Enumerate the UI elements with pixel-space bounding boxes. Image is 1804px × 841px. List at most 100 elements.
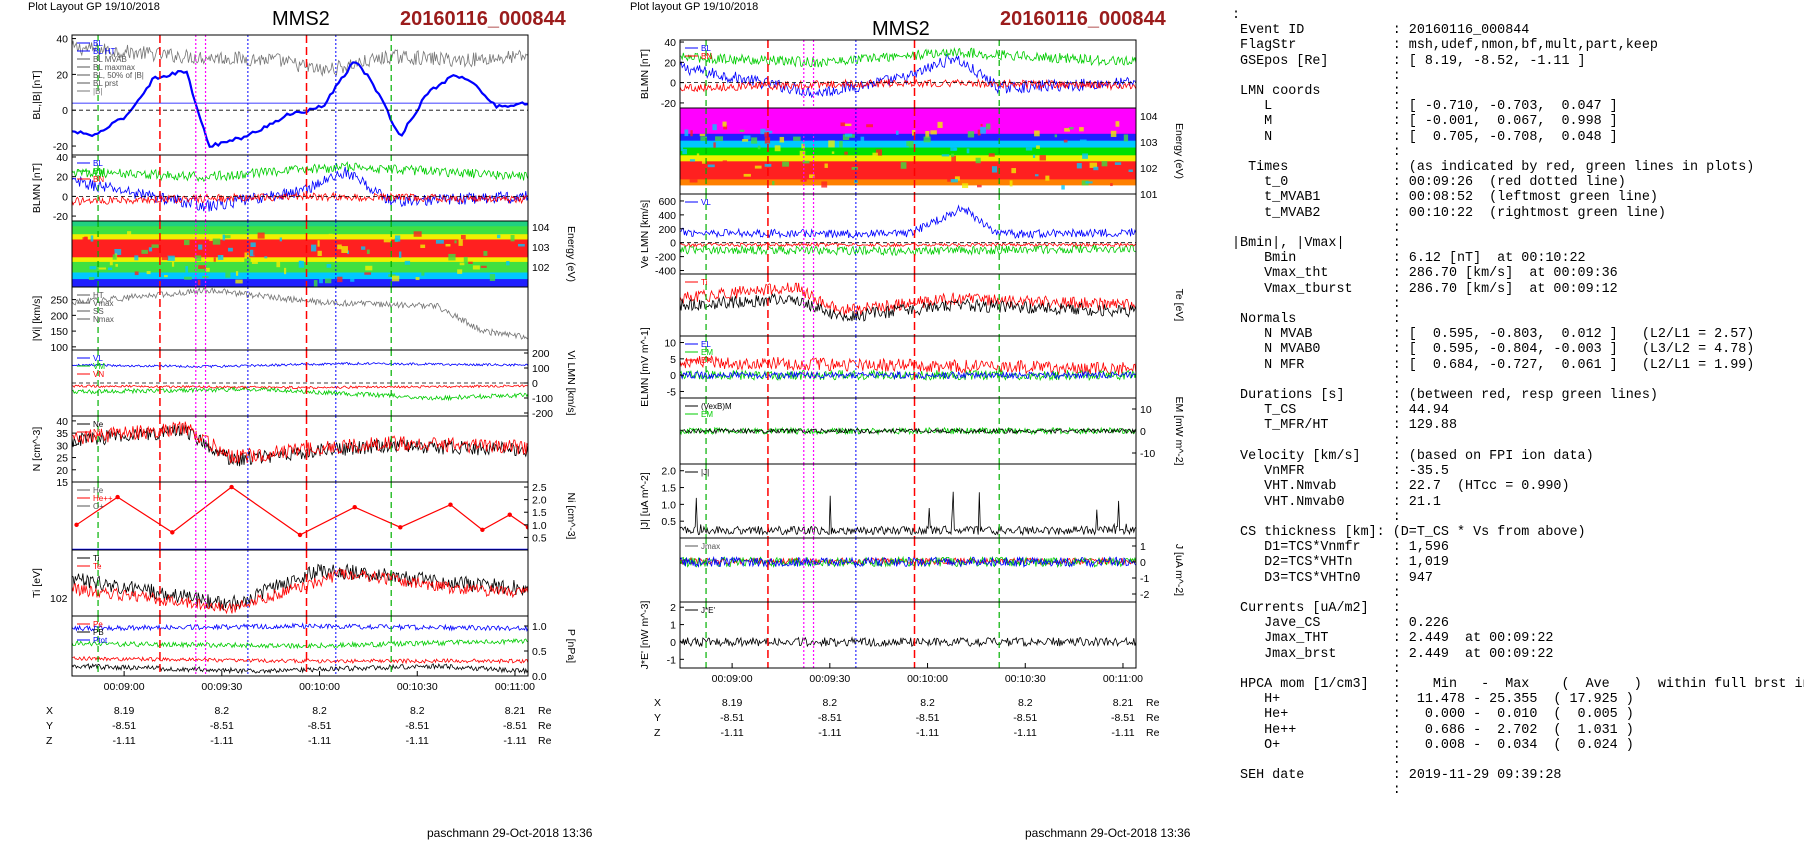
panel-content (72, 287, 528, 350)
y-tick-label: 10 (1140, 404, 1152, 416)
legend-label: |B| (93, 87, 103, 96)
y-tick-label: 2 (670, 602, 676, 614)
spectrogram-patch (323, 240, 327, 247)
spectrogram-patch (454, 240, 457, 244)
position-row-label: Y (654, 712, 661, 724)
spectrogram-patch (98, 267, 107, 270)
spectrogram-patch (134, 255, 139, 261)
left-title: MMS2 (272, 8, 330, 30)
spectrogram-patch (184, 276, 192, 280)
spectrogram-patch (227, 244, 231, 251)
y-tick-label: 0 (670, 370, 676, 382)
left-footer: paschmann 29-Oct-2018 13:36 (427, 826, 593, 840)
spectrogram-patch (231, 252, 238, 256)
spectrogram-patch (851, 167, 858, 170)
spectrogram-patch (980, 123, 983, 127)
spectrogram-patch (404, 260, 411, 265)
info-line: D1=TCS*Vnmfr : 1,596 (1232, 540, 1449, 556)
spectrogram-patch (383, 239, 392, 243)
spectrogram-patch (198, 265, 206, 269)
legend-label: Ti (93, 554, 100, 563)
series-line (76, 486, 528, 536)
position-value: -1.11 (1014, 727, 1037, 739)
spectrogram-patch (842, 134, 850, 140)
position-value: 8.21 (1113, 697, 1134, 709)
spectrogram-patch (1081, 180, 1089, 186)
y-tick-label: 40 (56, 34, 68, 46)
y-tick-label: 200 (50, 310, 68, 322)
middle-title: MMS2 (872, 18, 930, 40)
spectrogram-patch (337, 244, 342, 250)
spectrogram-patch (696, 153, 700, 158)
spectrogram-patch (88, 277, 95, 280)
data-point (170, 530, 175, 535)
legend-label: BN (701, 52, 712, 61)
panel-content (680, 398, 1136, 464)
series-line (680, 636, 1136, 648)
spectrogram-patch (480, 265, 487, 268)
info-line: : (1232, 372, 1401, 388)
spectrogram-patch (1032, 154, 1036, 158)
spectrogram-patch (742, 139, 749, 142)
panel-3: Te [eV] Ti (679, 273, 1185, 337)
spectrogram-patch (684, 129, 689, 137)
spectrogram-patch (298, 260, 305, 268)
y-tick-label: 0.5 (532, 532, 547, 544)
spectrogram-band (680, 133, 1136, 142)
y-tick-label: 104 (1140, 111, 1158, 123)
position-value: -1.11 (503, 735, 526, 747)
spectrogram-patch (896, 130, 899, 135)
spectrogram-patch (701, 157, 706, 164)
panel-1: 104 103 102 101 Energy (eV) (679, 107, 1185, 201)
legend-label: BL HT (93, 47, 115, 56)
spectrogram-patch (280, 247, 287, 251)
spectrogram-patch (1063, 139, 1068, 143)
spectrogram-patch (793, 136, 801, 141)
spectrogram-patch (872, 152, 878, 157)
spectrogram-patch (1068, 127, 1074, 130)
info-line: : (1232, 752, 1401, 768)
y-tick-label: 1 (1140, 541, 1146, 553)
spectrogram-patch (99, 248, 108, 255)
spectrogram-patch (722, 121, 727, 127)
legend-label: J*E' (701, 606, 715, 615)
legend-label: Vmax (93, 299, 113, 308)
info-line: CS thickness [km]: (D=T_CS * Vs from abo… (1232, 524, 1586, 540)
spectrogram-patch (985, 123, 991, 130)
info-line: : (1232, 8, 1241, 23)
y-tick-label: 25 (56, 453, 68, 465)
panel-content (72, 350, 528, 416)
spectrogram-patch (420, 244, 426, 249)
spectrogram-patch (751, 137, 758, 144)
series-line (680, 354, 1136, 376)
spectrogram-patch (840, 122, 846, 127)
y-tick-label: 0 (670, 78, 676, 90)
event-info-panel: : Event ID : 20160116_000844 FlagStr : m… (1232, 8, 1804, 799)
y-tick-label: 20 (56, 465, 68, 477)
series-line (72, 361, 528, 369)
spectrogram-patch (460, 234, 466, 240)
spectrogram-patch (977, 184, 982, 188)
spectrogram-patch (682, 165, 691, 172)
spectrogram-patch (217, 255, 224, 260)
spectrogram-patch (801, 143, 805, 149)
position-value: -8.51 (720, 712, 744, 724)
spectrogram-patch (782, 161, 789, 167)
y-tick-label: 40 (56, 416, 68, 428)
panel-content (680, 464, 1136, 538)
info-line: L : [ -0.710, -0.703, 0.047 ] (1232, 99, 1618, 115)
spectrogram-band (72, 234, 528, 240)
spectrogram-patch (1009, 180, 1013, 187)
y-tick-label: 0.5 (532, 646, 547, 658)
y-tick-label: 30 (56, 440, 68, 452)
x-tick-label: 00:10:30 (397, 681, 438, 693)
series-line (72, 563, 528, 612)
legend-label: Nmax (93, 315, 114, 324)
y-tick-label: 0 (1140, 557, 1146, 569)
spectrogram-patch (925, 131, 930, 138)
info-line: Jmax_brst : 2.449 at 00:09:22 (1232, 646, 1554, 662)
